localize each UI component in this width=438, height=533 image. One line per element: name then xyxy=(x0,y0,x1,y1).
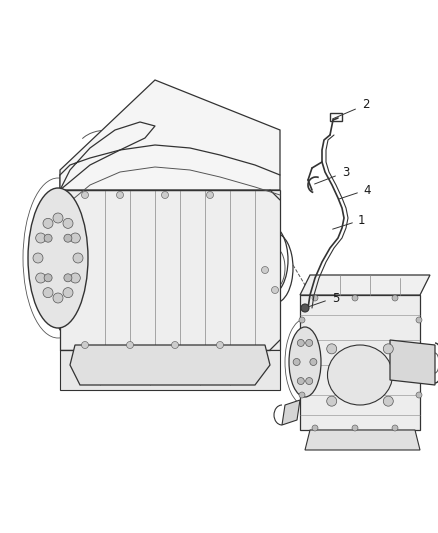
Circle shape xyxy=(63,288,73,297)
Circle shape xyxy=(71,233,80,243)
Circle shape xyxy=(53,213,63,223)
Circle shape xyxy=(127,342,134,349)
Circle shape xyxy=(392,295,398,301)
Circle shape xyxy=(44,274,52,282)
Circle shape xyxy=(416,317,422,323)
Polygon shape xyxy=(300,295,420,430)
Circle shape xyxy=(306,377,313,384)
Text: 4: 4 xyxy=(363,183,371,197)
Polygon shape xyxy=(282,400,300,425)
Circle shape xyxy=(306,340,313,346)
Polygon shape xyxy=(390,340,435,385)
Circle shape xyxy=(327,344,337,354)
Ellipse shape xyxy=(28,188,88,328)
Circle shape xyxy=(43,219,53,228)
Circle shape xyxy=(33,253,43,263)
Ellipse shape xyxy=(328,345,392,405)
Bar xyxy=(330,113,342,121)
Circle shape xyxy=(35,273,46,283)
Text: 3: 3 xyxy=(342,166,350,179)
Circle shape xyxy=(312,295,318,301)
Circle shape xyxy=(352,295,358,301)
Polygon shape xyxy=(60,190,280,350)
Polygon shape xyxy=(60,80,280,190)
Circle shape xyxy=(383,344,393,354)
Circle shape xyxy=(162,191,169,198)
Circle shape xyxy=(43,288,53,297)
Circle shape xyxy=(64,274,72,282)
Circle shape xyxy=(299,317,305,323)
Circle shape xyxy=(272,287,279,294)
Circle shape xyxy=(206,191,213,198)
Polygon shape xyxy=(70,345,270,385)
Circle shape xyxy=(301,304,309,312)
Circle shape xyxy=(392,425,398,431)
Polygon shape xyxy=(60,122,155,190)
Polygon shape xyxy=(305,430,420,450)
Circle shape xyxy=(327,396,337,406)
Text: 2: 2 xyxy=(362,99,370,111)
Circle shape xyxy=(71,273,80,283)
Circle shape xyxy=(416,392,422,398)
Circle shape xyxy=(73,253,83,263)
Circle shape xyxy=(297,377,304,384)
Circle shape xyxy=(216,342,223,349)
Circle shape xyxy=(261,266,268,273)
Circle shape xyxy=(64,234,72,242)
Polygon shape xyxy=(60,350,280,390)
Circle shape xyxy=(53,293,63,303)
Circle shape xyxy=(297,340,304,346)
Circle shape xyxy=(117,191,124,198)
Ellipse shape xyxy=(289,327,321,397)
Text: 5: 5 xyxy=(332,292,339,304)
Circle shape xyxy=(299,392,305,398)
Circle shape xyxy=(63,219,73,228)
Circle shape xyxy=(383,396,393,406)
Circle shape xyxy=(81,191,88,198)
Circle shape xyxy=(312,425,318,431)
Circle shape xyxy=(44,234,52,242)
Circle shape xyxy=(352,425,358,431)
Circle shape xyxy=(172,342,179,349)
Polygon shape xyxy=(300,275,430,295)
Circle shape xyxy=(293,359,300,366)
Text: 1: 1 xyxy=(358,214,365,227)
Circle shape xyxy=(81,342,88,349)
Circle shape xyxy=(310,359,317,366)
Circle shape xyxy=(35,233,46,243)
